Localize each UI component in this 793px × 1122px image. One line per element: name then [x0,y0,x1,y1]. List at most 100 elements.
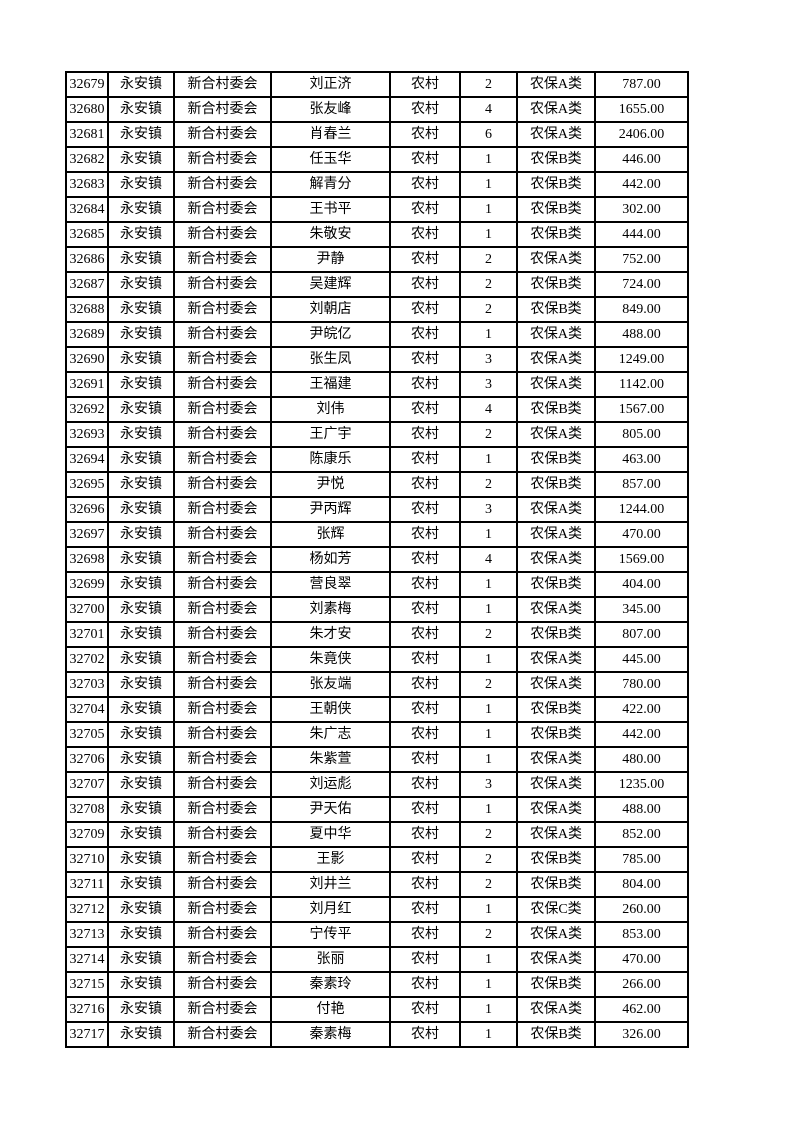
cell-village: 新合村委会 [173,371,272,398]
cell-name: 刘运彪 [270,771,391,798]
cell-category: 农保A类 [516,821,596,848]
cell-village: 新合村委会 [173,346,272,373]
cell-area_type: 农村 [389,846,461,873]
cell-village: 新合村委会 [173,671,272,698]
cell-count: 2 [459,246,518,273]
cell-area_type: 农村 [389,246,461,273]
cell-id: 32700 [65,596,109,623]
cell-amount: 260.00 [594,896,689,923]
cell-name: 陈康乐 [270,446,391,473]
cell-category: 农保A类 [516,746,596,773]
cell-id: 32691 [65,371,109,398]
table-row: 32696 永安镇 新合村委会 尹丙辉 农村 3 农保A类 1244.00 [65,496,689,523]
table-row: 32699 永安镇 新合村委会 营良翠 农村 1 农保B类 404.00 [65,571,689,598]
cell-area_type: 农村 [389,796,461,823]
cell-count: 3 [459,771,518,798]
cell-count: 2 [459,921,518,948]
cell-count: 1 [459,196,518,223]
cell-id: 32698 [65,546,109,573]
cell-amount: 1235.00 [594,771,689,798]
cell-id: 32687 [65,271,109,298]
cell-village: 新合村委会 [173,846,272,873]
cell-village: 新合村委会 [173,96,272,123]
cell-village: 新合村委会 [173,596,272,623]
cell-area_type: 农村 [389,471,461,498]
cell-area_type: 农村 [389,696,461,723]
table-row: 32697 永安镇 新合村委会 张辉 农村 1 农保A类 470.00 [65,521,689,548]
table-row: 32709 永安镇 新合村委会 夏中华 农村 2 农保A类 852.00 [65,821,689,848]
benefit-roster-table: 32679 永安镇 新合村委会 刘正济 农村 2 农保A类 787.00 32680 永安镇 新合村… [65,71,689,1048]
cell-name: 宁传平 [270,921,391,948]
cell-id: 32697 [65,521,109,548]
cell-id: 32704 [65,696,109,723]
cell-village: 新合村委会 [173,571,272,598]
cell-count: 1 [459,1021,518,1048]
cell-name: 张友峰 [270,96,391,123]
cell-category: 农保B类 [516,621,596,648]
cell-name: 王书平 [270,196,391,223]
cell-area_type: 农村 [389,771,461,798]
cell-count: 2 [459,71,518,98]
table-row: 32698 永安镇 新合村委会 杨如芳 农村 4 农保A类 1569.00 [65,546,689,573]
cell-amount: 787.00 [594,71,689,98]
cell-town: 永安镇 [107,471,175,498]
cell-name: 王广宇 [270,421,391,448]
cell-category: 农保A类 [516,346,596,373]
cell-name: 尹天佑 [270,796,391,823]
cell-village: 新合村委会 [173,171,272,198]
cell-area_type: 农村 [389,496,461,523]
cell-town: 永安镇 [107,846,175,873]
table-row: 32715 永安镇 新合村委会 秦素玲 农村 1 农保B类 266.00 [65,971,689,998]
cell-name: 杨如芳 [270,546,391,573]
cell-amount: 752.00 [594,246,689,273]
cell-town: 永安镇 [107,246,175,273]
cell-name: 夏中华 [270,821,391,848]
cell-name: 张丽 [270,946,391,973]
table-row: 32706 永安镇 新合村委会 朱紫萱 农村 1 农保A类 480.00 [65,746,689,773]
cell-amount: 442.00 [594,171,689,198]
cell-area_type: 农村 [389,921,461,948]
cell-amount: 488.00 [594,796,689,823]
cell-area_type: 农村 [389,171,461,198]
cell-count: 2 [459,821,518,848]
cell-id: 32682 [65,146,109,173]
cell-category: 农保A类 [516,996,596,1023]
cell-name: 朱才安 [270,621,391,648]
cell-area_type: 农村 [389,971,461,998]
cell-amount: 462.00 [594,996,689,1023]
cell-count: 1 [459,696,518,723]
cell-amount: 780.00 [594,671,689,698]
cell-category: 农保C类 [516,896,596,923]
cell-village: 新合村委会 [173,1021,272,1048]
cell-id: 32707 [65,771,109,798]
cell-category: 农保B类 [516,721,596,748]
cell-count: 1 [459,996,518,1023]
cell-id: 32713 [65,921,109,948]
table-row: 32689 永安镇 新合村委会 尹皖亿 农村 1 农保A类 488.00 [65,321,689,348]
cell-area_type: 农村 [389,71,461,98]
cell-name: 刘素梅 [270,596,391,623]
cell-amount: 807.00 [594,621,689,648]
cell-town: 永安镇 [107,571,175,598]
cell-area_type: 农村 [389,396,461,423]
cell-area_type: 农村 [389,371,461,398]
cell-amount: 849.00 [594,296,689,323]
cell-name: 王影 [270,846,391,873]
cell-category: 农保A类 [516,71,596,98]
cell-amount: 446.00 [594,146,689,173]
cell-category: 农保A类 [516,546,596,573]
cell-count: 2 [459,621,518,648]
cell-count: 1 [459,571,518,598]
cell-amount: 2406.00 [594,121,689,148]
cell-count: 4 [459,96,518,123]
cell-town: 永安镇 [107,221,175,248]
table-row: 32695 永安镇 新合村委会 尹悦 农村 2 农保B类 857.00 [65,471,689,498]
cell-town: 永安镇 [107,746,175,773]
cell-town: 永安镇 [107,596,175,623]
cell-area_type: 农村 [389,596,461,623]
table-row: 32700 永安镇 新合村委会 刘素梅 农村 1 农保A类 345.00 [65,596,689,623]
cell-category: 农保A类 [516,946,596,973]
table-row: 32688 永安镇 新合村委会 刘朝店 农村 2 农保B类 849.00 [65,296,689,323]
cell-village: 新合村委会 [173,246,272,273]
cell-count: 3 [459,496,518,523]
